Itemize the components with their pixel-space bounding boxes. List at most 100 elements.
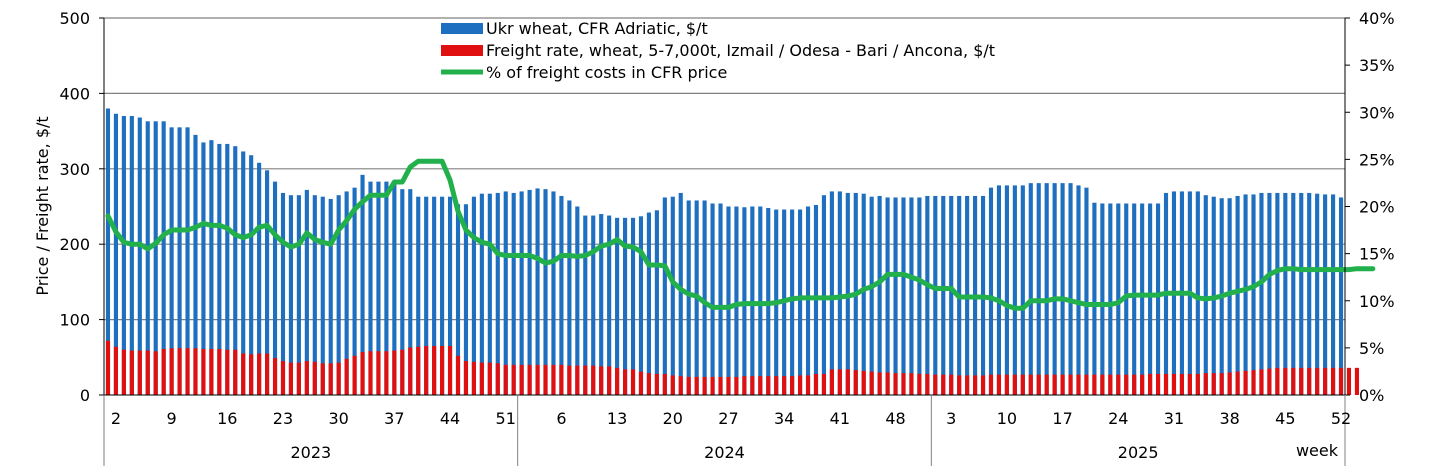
bar-freight xyxy=(257,353,262,395)
bar-wheat xyxy=(257,162,262,395)
bar-wheat xyxy=(535,188,540,395)
bar-wheat xyxy=(1275,192,1280,395)
bar-wheat xyxy=(153,121,158,395)
bar-freight xyxy=(209,349,214,395)
bar-wheat xyxy=(1020,185,1025,395)
bar-wheat xyxy=(941,195,946,395)
week-label: 6 xyxy=(556,409,566,428)
bar-wheat xyxy=(185,127,190,395)
week-label: 41 xyxy=(830,409,850,428)
bar-wheat xyxy=(893,197,898,395)
y-tick-label: 300 xyxy=(59,160,90,179)
bar-wheat xyxy=(1028,183,1033,395)
y2-tick-label: 20% xyxy=(1359,198,1395,217)
bar-freight xyxy=(1060,374,1065,395)
bar-freight xyxy=(1195,373,1200,395)
bar-freight xyxy=(352,355,357,395)
bar-wheat xyxy=(1267,192,1272,395)
axes xyxy=(99,17,1350,466)
bar-freight xyxy=(591,365,596,395)
bar-wheat xyxy=(805,206,811,395)
bar-wheat xyxy=(280,192,286,395)
bar-freight xyxy=(1108,374,1113,395)
week-label: 51 xyxy=(496,409,516,428)
bar-freight xyxy=(1346,367,1352,395)
bar-freight xyxy=(630,369,636,395)
legend-label-wheat: Ukr wheat, CFR Adriatic, $/t xyxy=(486,19,708,38)
bar-freight xyxy=(495,363,500,395)
bar-freight xyxy=(1283,367,1288,395)
bar-wheat xyxy=(1084,187,1089,395)
bar-wheat xyxy=(917,197,922,395)
legend-swatch-freight xyxy=(441,45,483,56)
bar-freight xyxy=(360,352,365,395)
bar-freight xyxy=(1163,373,1169,395)
bar-wheat xyxy=(527,189,532,395)
bar-freight xyxy=(790,376,795,395)
week-label: 3 xyxy=(946,409,956,428)
bar-wheat xyxy=(368,181,373,395)
bar-wheat xyxy=(105,108,111,395)
bar-wheat xyxy=(296,195,301,395)
week-label: 2 xyxy=(111,409,121,428)
bar-freight xyxy=(1036,374,1041,395)
bar-wheat xyxy=(1052,183,1057,395)
bar-freight xyxy=(296,362,301,395)
bar-freight xyxy=(463,361,469,395)
week-label: 34 xyxy=(774,409,794,428)
bar-freight xyxy=(1124,374,1129,395)
bar-freight xyxy=(949,374,954,395)
legend-swatch-wheat xyxy=(441,23,483,34)
week-label: 44 xyxy=(440,409,460,428)
bar-freight xyxy=(1179,373,1184,395)
y-tick-label: 100 xyxy=(59,311,90,330)
bar-wheat xyxy=(193,134,198,395)
bar-freight xyxy=(272,358,278,395)
bar-freight xyxy=(1044,374,1049,395)
bar-wheat xyxy=(272,181,278,395)
bar-freight xyxy=(941,374,946,395)
bar-freight xyxy=(511,364,516,395)
bar-wheat xyxy=(790,209,795,395)
bar-freight xyxy=(742,376,747,395)
bar-wheat xyxy=(567,200,572,395)
bar-wheat xyxy=(121,116,126,396)
bar-freight xyxy=(766,376,771,395)
bar-wheat xyxy=(424,196,429,395)
bar-freight xyxy=(265,353,270,395)
bar-wheat xyxy=(1243,194,1248,395)
bar-wheat xyxy=(1203,195,1208,395)
week-label: 48 xyxy=(885,409,905,428)
bar-freight xyxy=(121,349,126,395)
bar-freight xyxy=(686,376,691,395)
bar-wheat xyxy=(416,196,421,395)
bar-wheat xyxy=(1092,202,1097,395)
bar-wheat xyxy=(479,193,484,395)
bar-freight xyxy=(145,350,150,395)
bar-wheat xyxy=(1044,183,1049,395)
bar-freight xyxy=(599,366,604,395)
bar-wheat xyxy=(702,200,707,395)
line-pct-freight xyxy=(105,158,1376,311)
bar-wheat xyxy=(177,127,182,395)
bar-wheat xyxy=(304,189,309,395)
bar-wheat xyxy=(447,196,453,395)
bar-freight xyxy=(559,364,564,395)
bar-freight xyxy=(1315,367,1320,395)
bar-freight xyxy=(877,372,882,395)
bar-wheat xyxy=(1116,203,1121,395)
bar-wheat xyxy=(670,196,675,395)
y2-tick-label: 15% xyxy=(1359,245,1395,264)
bar-freight xyxy=(535,364,540,395)
week-label: 10 xyxy=(997,409,1017,428)
bar-freight xyxy=(861,370,866,395)
bar-wheat xyxy=(869,196,874,395)
bar-freight xyxy=(901,373,906,395)
bar-freight xyxy=(1354,367,1360,395)
bar-freight xyxy=(424,345,429,395)
bar-freight xyxy=(479,362,484,395)
bar-wheat xyxy=(543,189,548,395)
y2-tick-label: 30% xyxy=(1359,103,1395,122)
bar-freight xyxy=(392,350,397,395)
bar-wheat xyxy=(885,197,890,395)
